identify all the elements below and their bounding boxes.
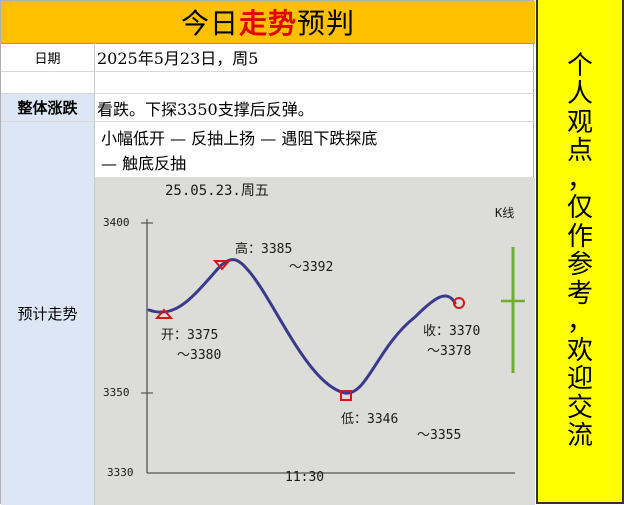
high-marker xyxy=(212,260,232,271)
spacer-label xyxy=(1,72,95,93)
forecast-line xyxy=(147,258,457,395)
y-label-top: 3400 xyxy=(103,216,130,229)
side-note-char: 交 xyxy=(566,392,593,423)
side-note-char: 人 xyxy=(566,79,593,109)
side-note-char: 仅 xyxy=(566,193,593,223)
side-note: 个人观点，仅作参考，欢迎交流 xyxy=(536,0,624,504)
low-marker xyxy=(340,390,352,401)
sketch-header: 25.05.23.周五 xyxy=(165,183,269,199)
side-note-char: 观 xyxy=(566,107,593,138)
sketch-canvas: 25.05.23.周五 3400 3350 3330 11:30 K线 开：33… xyxy=(103,183,525,485)
sketch-photo: 25.05.23.周五 3400 3350 3330 11:30 K线 开：33… xyxy=(95,177,535,505)
date-row: 日期 2025年5月23日，周5 xyxy=(1,43,535,72)
title-suffix: 预判 xyxy=(297,7,356,40)
trend-row: 预计走势 小幅低开 — 反抽上扬 — 遇阻下跌探底 — 触底反抽 xyxy=(1,122,535,505)
open-range: ～3380 xyxy=(177,348,221,363)
trend-text: 小幅低开 — 反抽上扬 — 遇阻下跌探底 — 触底反抽 xyxy=(101,126,531,176)
side-note-char: 参 xyxy=(566,250,593,280)
close-marker xyxy=(453,297,465,309)
forecast-sheet: 今日 走势 预判 日期 2025年5月23日，周5 整体涨跌 看跌。下探3350支撑… xyxy=(0,0,535,505)
side-note-char: 点 xyxy=(566,136,593,166)
open-label: 开：3375 xyxy=(161,328,218,343)
side-note-char: 流 xyxy=(566,421,593,451)
date-value: 2025年5月23日，周5 xyxy=(97,49,259,68)
y-label-bottom: 3330 xyxy=(107,466,134,479)
x-label-mid: 11:30 xyxy=(285,470,324,485)
overall-label: 整体涨跌 xyxy=(1,94,95,121)
kline-label: K线 xyxy=(495,206,514,220)
overall-row: 整体涨跌 看跌。下探3350支撑后反弹。 xyxy=(1,94,535,122)
spacer-row xyxy=(1,72,535,94)
page-title: 今日 走势 预判 xyxy=(1,1,535,44)
date-label: 日期 xyxy=(1,43,95,71)
close-label: 收：3370 xyxy=(423,324,480,339)
trend-line-1: 小幅低开 — 反抽上扬 — 遇阻下跌探底 xyxy=(101,129,378,148)
title-prefix: 今日 xyxy=(180,7,239,40)
high-range: ～3392 xyxy=(289,260,333,275)
low-label: 低：3346 xyxy=(341,412,398,427)
high-label: 高：3385 xyxy=(235,241,292,257)
side-note-char: 个 xyxy=(566,50,593,81)
close-range: ～3378 xyxy=(427,344,471,359)
side-note-char: 欢 xyxy=(566,335,593,366)
open-marker xyxy=(154,308,174,319)
low-range: ～3355 xyxy=(417,428,461,443)
title-highlight: 走势 xyxy=(238,7,297,40)
trend-line-2: — 触底反抽 xyxy=(101,154,187,173)
side-note-char: 考 xyxy=(566,278,593,309)
trend-label: 预计走势 xyxy=(1,122,95,505)
side-note-char: ， xyxy=(566,164,593,195)
overall-value: 看跌。下探3350支撑后反弹。 xyxy=(97,99,314,119)
side-note-char: 作 xyxy=(566,221,593,252)
side-note-char: 迎 xyxy=(566,364,593,394)
side-note-char: ， xyxy=(566,307,593,337)
y-label-mid: 3350 xyxy=(103,386,130,399)
